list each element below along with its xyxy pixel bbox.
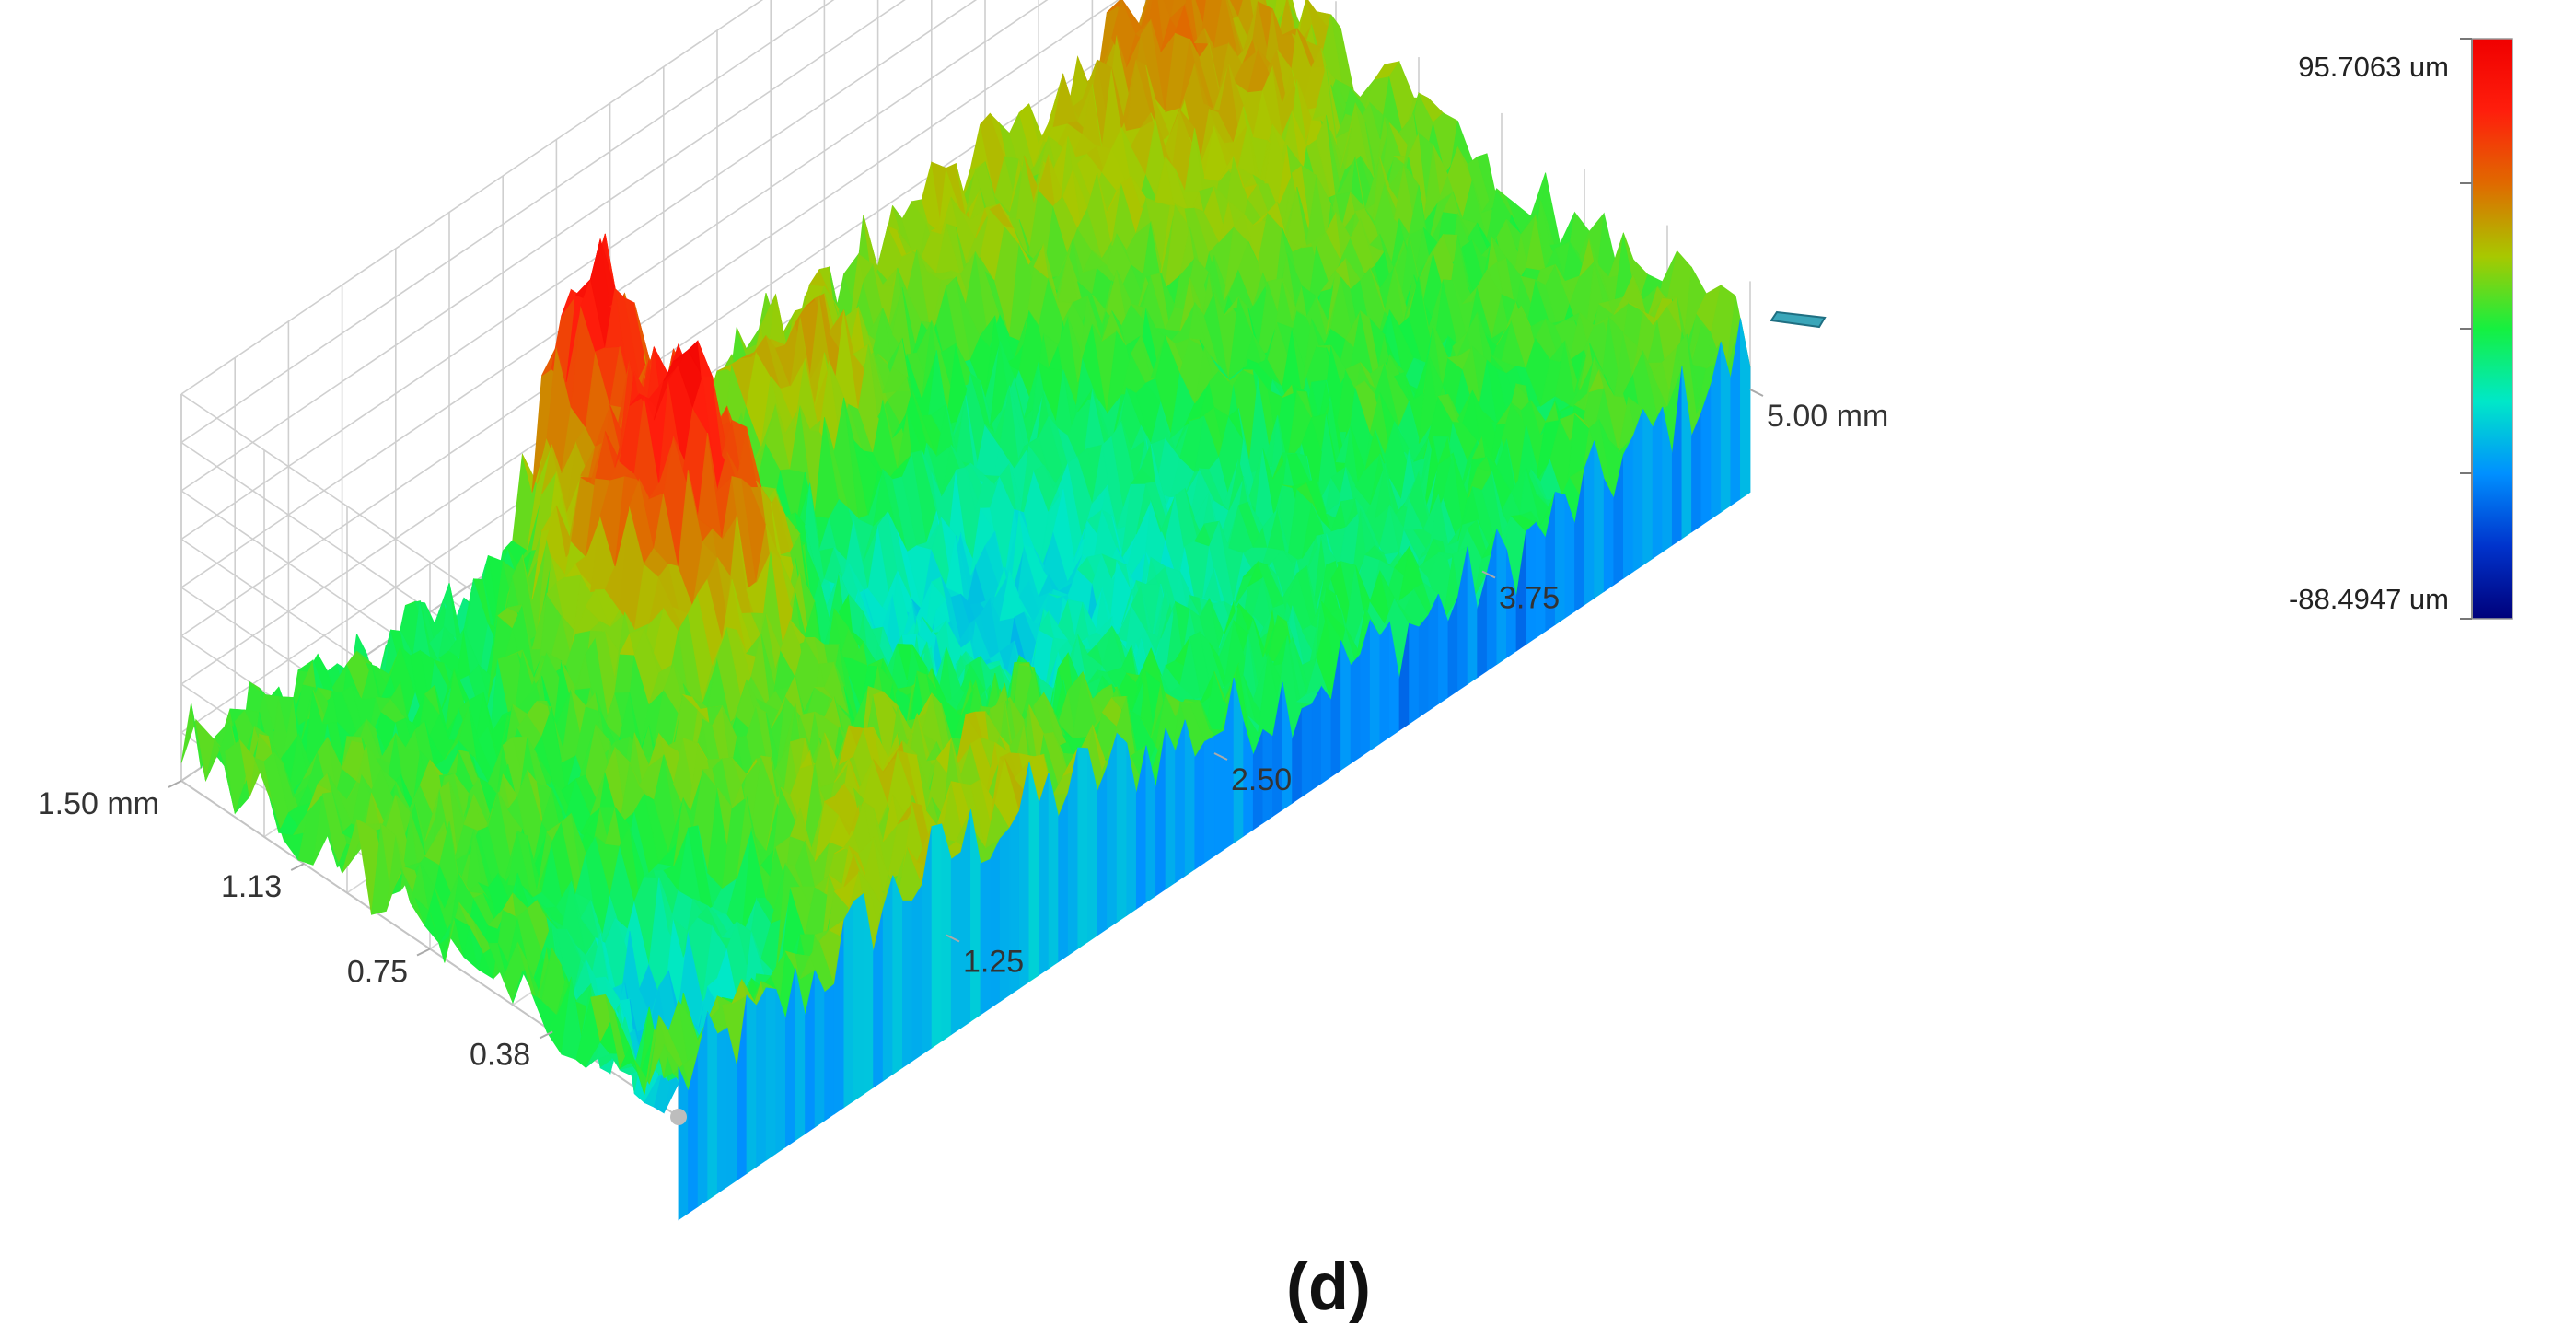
surface-skirt bbox=[1652, 406, 1664, 560]
surface-skirt bbox=[843, 901, 854, 1109]
surface-skirt bbox=[1740, 318, 1751, 500]
surface-skirt bbox=[746, 994, 758, 1175]
surface-skirt bbox=[1642, 409, 1654, 566]
y-tick-mark bbox=[539, 1030, 553, 1040]
surface-skirt bbox=[892, 875, 903, 1075]
y-tick-mark bbox=[168, 780, 182, 788]
surface-skirt bbox=[765, 987, 777, 1161]
colorbar-min-label: -88.4947 um bbox=[2289, 583, 2449, 615]
x-tick-label: 1.25 bbox=[963, 945, 1024, 980]
y-tick-label: 0.75 bbox=[347, 955, 408, 990]
surface-skirt bbox=[814, 970, 826, 1128]
x-tick-mark bbox=[946, 934, 960, 943]
surface-skirt bbox=[950, 851, 962, 1036]
y-tick-label: 0.38 bbox=[470, 1038, 530, 1073]
surface-skirt bbox=[1632, 409, 1643, 573]
surface-skirt bbox=[882, 875, 894, 1082]
surface-skirt bbox=[931, 823, 943, 1049]
orientation-marker bbox=[670, 310, 1827, 1125]
colorbar-max-label: 95.7063 um bbox=[2298, 51, 2449, 83]
surface-skirt bbox=[775, 989, 786, 1155]
x-axis: 1.25 2.50 3.75 5.00 mm bbox=[946, 389, 1888, 980]
surface-skirt bbox=[1077, 747, 1088, 949]
surface-skirt bbox=[1321, 685, 1332, 785]
surface-skirt bbox=[1379, 621, 1390, 745]
surface-skirt bbox=[1418, 613, 1430, 718]
panel-label: (d) bbox=[1286, 1250, 1371, 1324]
grid-line bbox=[180, 0, 764, 395]
surface-skirt bbox=[1311, 686, 1322, 791]
surface-skirt bbox=[911, 883, 922, 1062]
surface-skirt bbox=[678, 1066, 689, 1221]
x-tick-label: 5.00 mm bbox=[1767, 399, 1888, 434]
surface-skirt bbox=[1097, 766, 1108, 936]
x-tick-mark bbox=[1481, 570, 1496, 579]
axis-origin-dot bbox=[670, 1109, 687, 1125]
surface-skirt bbox=[1428, 594, 1439, 712]
y-tick-mark bbox=[290, 863, 305, 871]
surface-skirt bbox=[1107, 733, 1118, 930]
grid-line bbox=[180, 0, 835, 444]
axis-origin-marker bbox=[1770, 310, 1827, 329]
grid-line bbox=[180, 0, 978, 541]
surface-skirt bbox=[1623, 436, 1634, 579]
x-tick-label: 3.75 bbox=[1499, 581, 1560, 616]
y-tick-label: 1.50 mm bbox=[38, 786, 159, 821]
grid-line bbox=[180, 0, 1049, 588]
x-tick-mark bbox=[1213, 752, 1228, 761]
surface-skirt bbox=[1369, 618, 1381, 751]
surface-skirt bbox=[901, 900, 913, 1069]
surface-skirt bbox=[1165, 727, 1177, 890]
colorbar-gradient-bar bbox=[2471, 38, 2513, 620]
surface-skirt bbox=[1409, 622, 1420, 725]
surface-skirt bbox=[1301, 703, 1313, 797]
surface-skirt bbox=[756, 987, 767, 1168]
surface-skirt bbox=[1350, 653, 1362, 764]
surface-skirt bbox=[1058, 792, 1069, 963]
x-tick-label: 2.50 bbox=[1231, 762, 1292, 797]
x-tick-mark bbox=[1749, 389, 1764, 397]
surface-skirt bbox=[980, 858, 992, 1016]
surface-skirt bbox=[716, 1027, 728, 1194]
surface-skirt bbox=[1039, 772, 1050, 976]
surface-skirt bbox=[1116, 732, 1128, 924]
surface-skirt bbox=[1603, 479, 1615, 593]
grid-line bbox=[180, 0, 906, 492]
surface-skirt bbox=[1584, 440, 1595, 606]
y-tick-label: 1.13 bbox=[221, 869, 282, 904]
y-tick-mark bbox=[416, 948, 431, 957]
y-axis: 0.38 0.75 1.13 1.50 mm bbox=[38, 780, 553, 1073]
surface-cell bbox=[1229, 0, 1244, 17]
surface-skirt bbox=[824, 982, 835, 1122]
surface-skirt bbox=[1204, 735, 1215, 864]
surface-skirt bbox=[1213, 729, 1224, 857]
surface-skirt bbox=[707, 1011, 718, 1201]
colorbar: 95.7063 um -88.4947 um bbox=[2289, 38, 2513, 620]
surface-skirt bbox=[853, 892, 864, 1102]
surface-plot bbox=[180, 0, 1751, 1221]
surface-skirt bbox=[1194, 740, 1205, 870]
surface-skirt bbox=[990, 838, 1001, 1009]
surface-skirt bbox=[941, 823, 952, 1042]
